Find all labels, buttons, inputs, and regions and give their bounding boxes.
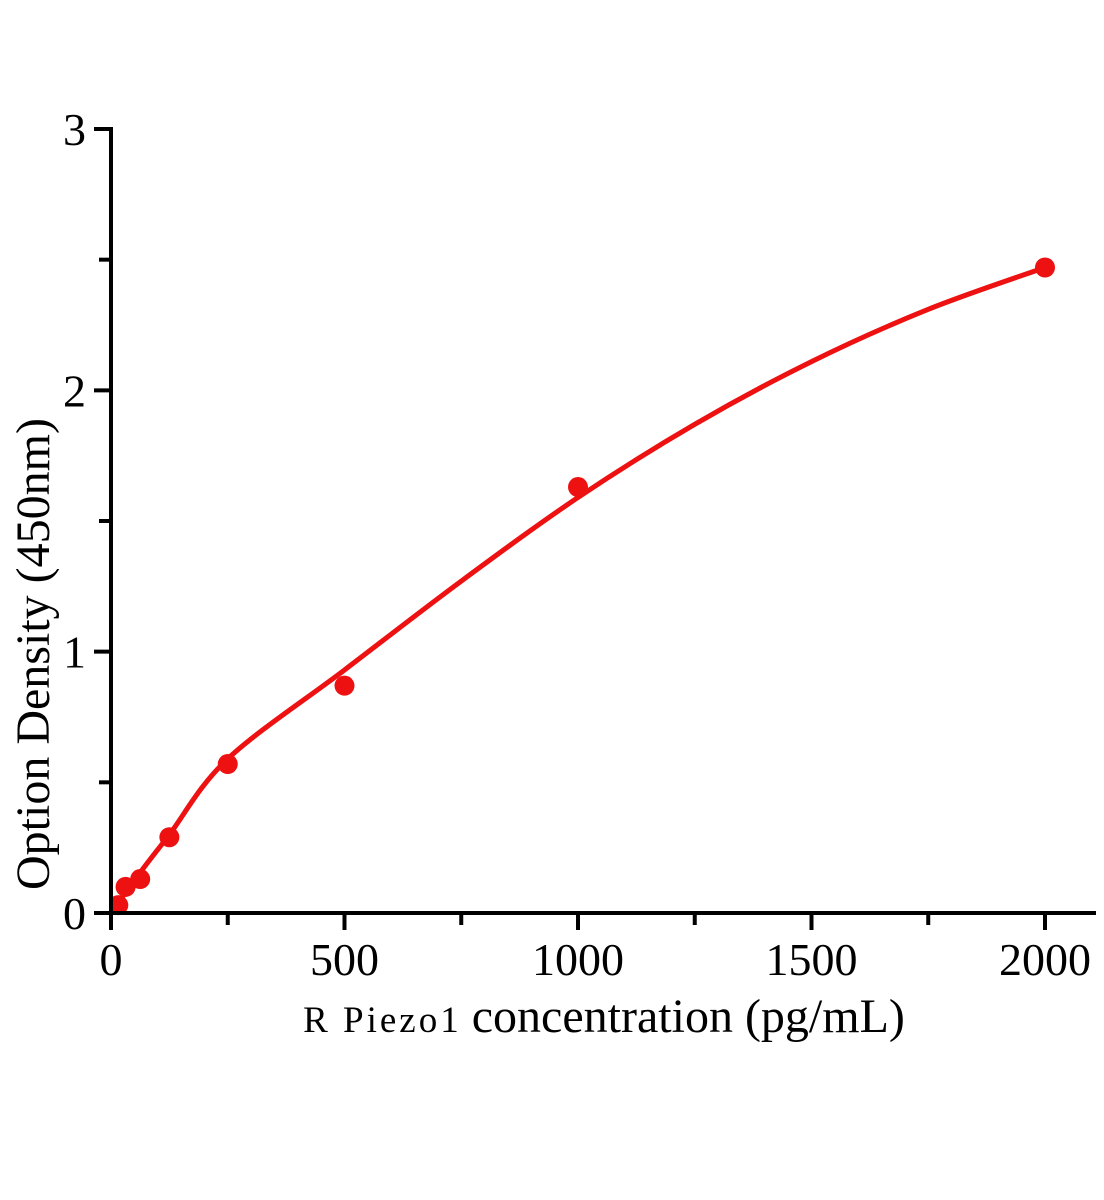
y-axis-title: Option Density (450nm) <box>7 418 60 890</box>
y-tick-label: 1 <box>63 627 86 678</box>
data-point <box>568 477 588 498</box>
x-tick-label: 2000 <box>999 934 1091 985</box>
x-axis-title: R Piezo1 concentration (pg/mL) <box>100 989 1104 1044</box>
data-point <box>130 869 151 890</box>
data-point <box>159 827 180 848</box>
data-point <box>109 895 129 916</box>
x-axis-title-analyte: R Piezo1 <box>303 1000 462 1041</box>
series-group <box>109 257 1055 916</box>
x-tick-label: 1000 <box>532 934 624 985</box>
data-point <box>1035 257 1055 278</box>
x-tick-label: 0 <box>100 934 123 985</box>
y-tick-label: 3 <box>63 104 86 155</box>
fit-curve-line <box>109 265 1048 916</box>
y-tick-label: 2 <box>63 365 86 416</box>
data-point <box>115 876 136 897</box>
x-tick-label: 1500 <box>766 934 858 985</box>
x-tick-label: 500 <box>310 934 379 985</box>
y-tick-label: 0 <box>63 888 86 939</box>
data-point <box>217 754 238 775</box>
x-axis-title-unit: concentration (pg/mL) <box>471 990 905 1043</box>
data-point <box>334 675 355 696</box>
axes-group <box>94 127 1096 930</box>
tick-labels-group: 0 500 1000 1500 2000 0 1 2 3 <box>63 104 1091 985</box>
